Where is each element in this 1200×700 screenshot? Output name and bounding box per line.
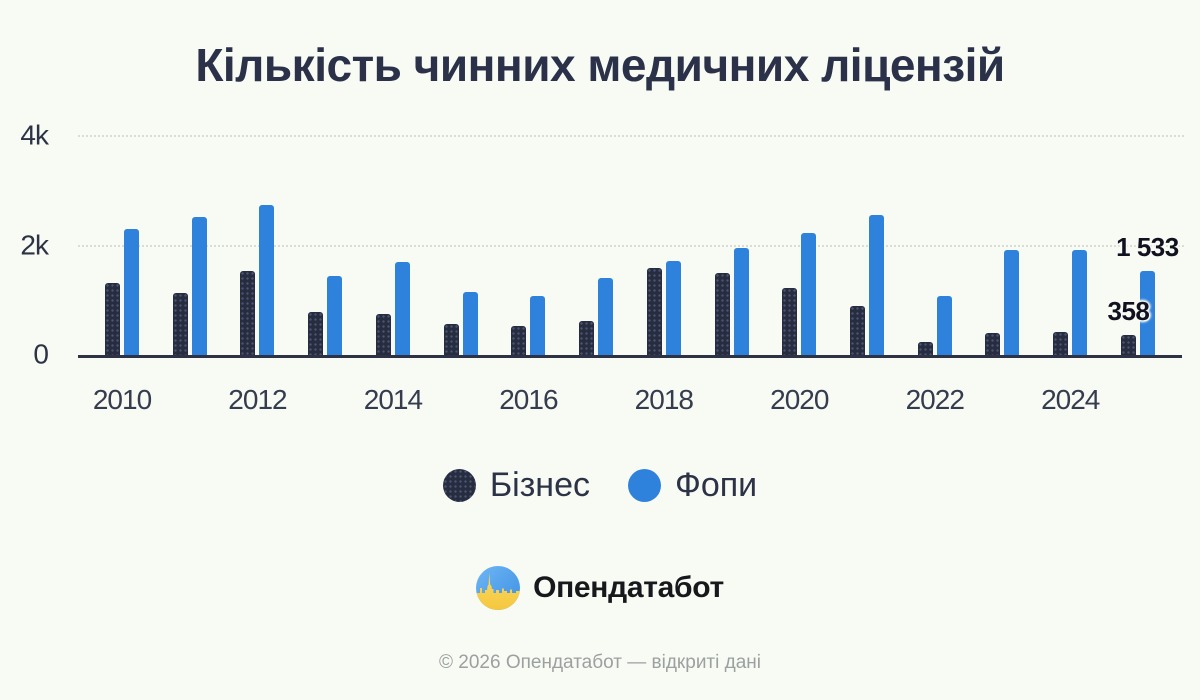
legend: Бізнес Фопи <box>0 468 1200 502</box>
opendatabot-logo-icon <box>476 566 521 610</box>
chart-title: Кількість чинних медичних ліцензій <box>195 39 1005 91</box>
x-tick-2022: 2022 <box>905 384 965 415</box>
footer-copyright: © 2026 Опендатабот — відкриті дані <box>439 652 761 673</box>
x-tick-2010: 2010 <box>92 384 152 415</box>
bar-Фопи-2020 <box>801 233 817 355</box>
bar-Фопи-2019 <box>733 247 749 355</box>
value-label-Фопи-2025: 1 533 <box>1116 232 1179 263</box>
bar-Бізнес-2013 <box>308 311 324 355</box>
bar-Фопи-2016 <box>530 296 546 355</box>
value-label-Бізнес-2025: 358 <box>1107 296 1150 327</box>
bar-Бізнес-2022 <box>917 342 933 355</box>
x-tick-2020: 2020 <box>770 384 829 415</box>
legend-item-biznes: Бізнес <box>442 466 590 504</box>
bar-Бізнес-2015 <box>443 323 459 355</box>
legend-swatch-fopy <box>627 468 661 502</box>
bar-Бізнес-2020 <box>782 287 798 355</box>
bar-Фопи-2025 <box>1139 271 1155 355</box>
x-tick-2018: 2018 <box>634 384 694 415</box>
bar-chart: 0 2k 4k 2010 2012 2014 2016 2018 2020 2022 2024 3… <box>20 119 1184 415</box>
legend-label-biznes: Бізнес <box>489 466 590 504</box>
x-tick-2024: 2024 <box>1041 384 1100 415</box>
y-tick-0: 0 <box>33 338 49 370</box>
bar-Фопи-2021 <box>869 215 885 355</box>
bar-Бізнес-2011 <box>172 293 188 355</box>
bar-Фопи-2015 <box>462 292 478 355</box>
bar-Фопи-2012 <box>259 204 275 355</box>
x-tick-2014: 2014 <box>363 384 423 415</box>
bar-Фопи-2013 <box>327 276 343 355</box>
bar-Фопи-2018 <box>665 261 681 355</box>
bar-Бізнес-2014 <box>375 313 391 355</box>
bar-Бізнес-2017 <box>579 320 595 355</box>
opendatabot-branding: Опендатабот <box>0 566 1200 610</box>
legend-item-fopy: Фопи <box>627 466 758 504</box>
bar-Фопи-2017 <box>598 277 614 355</box>
bar-Бізнес-2018 <box>646 267 662 355</box>
bar-Бізнес-2024 <box>1053 332 1069 355</box>
bar-Фопи-2010 <box>124 228 139 355</box>
bar-Фопи-2023 <box>1004 249 1020 355</box>
x-axis-line <box>78 355 1182 358</box>
bar-Бізнес-2021 <box>850 306 866 355</box>
y-tick-2k: 2k <box>20 228 49 260</box>
gridline-4k <box>78 135 1184 137</box>
bar-Фопи-2014 <box>394 261 410 355</box>
legend-swatch-biznes <box>442 468 476 502</box>
bar-Бізнес-2016 <box>511 325 527 355</box>
bar-Фопи-2024 <box>1072 249 1088 355</box>
x-tick-2016: 2016 <box>499 384 558 415</box>
bar-Бізнес-2012 <box>240 270 256 355</box>
bar-Бізнес-2023 <box>985 332 1001 355</box>
bar-Бізнес-2019 <box>714 273 730 355</box>
y-tick-4k: 4k <box>20 119 49 151</box>
bar-Фопи-2011 <box>191 217 207 355</box>
gridline-2k <box>78 244 1184 247</box>
bar-Бізнес-2025 <box>1120 335 1136 355</box>
bar-Фопи-2022 <box>936 296 952 355</box>
x-tick-2012: 2012 <box>228 384 287 415</box>
bar-Бізнес-2010 <box>105 283 120 355</box>
opendatabot-logo-text: Опендатабот <box>533 571 724 604</box>
legend-label-fopy: Фопи <box>674 466 758 504</box>
